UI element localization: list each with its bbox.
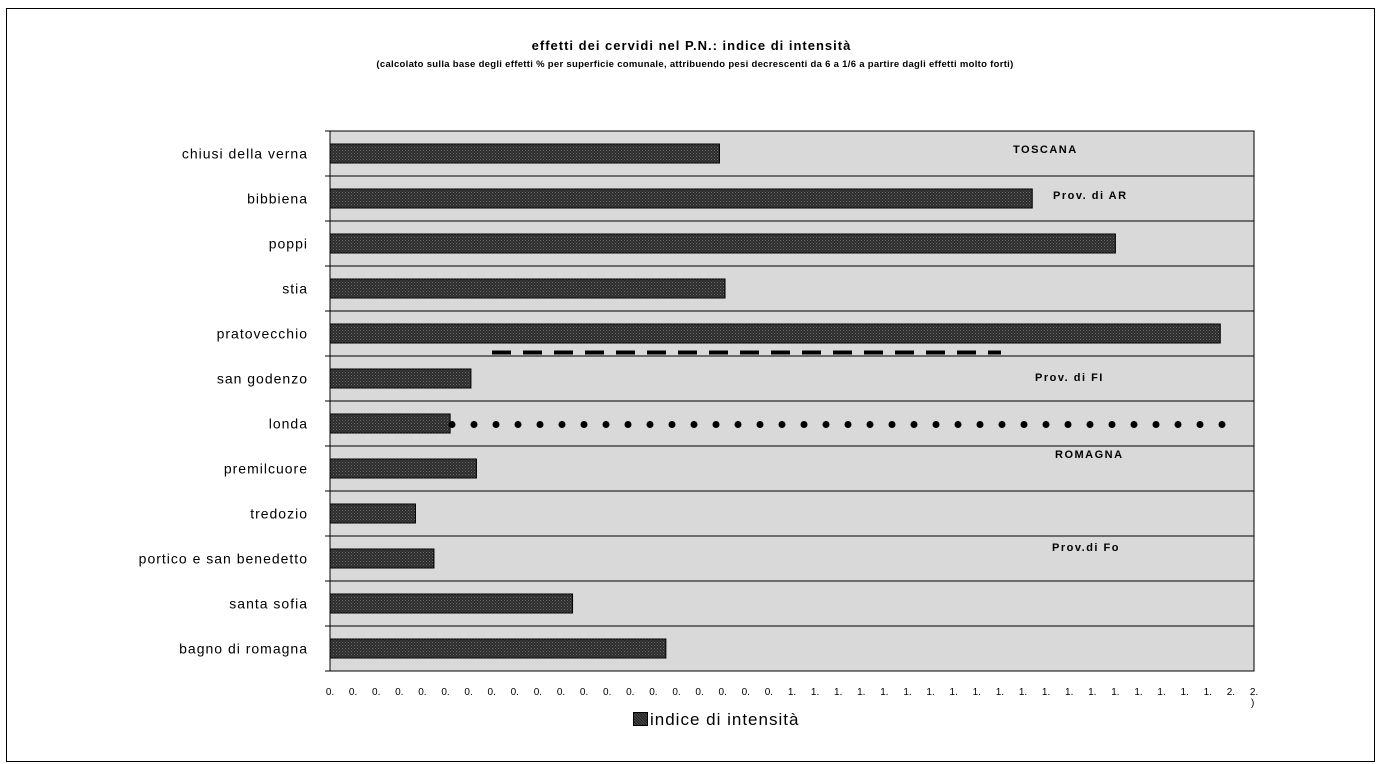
x-tick-label: 2. <box>1227 687 1235 698</box>
x-tick-label: 0. <box>580 687 588 698</box>
bar <box>329 413 451 434</box>
x-tick-label: 0. <box>511 687 519 698</box>
category-label: chiusi della verna <box>182 146 308 162</box>
category-label: poppi <box>269 236 308 252</box>
x-tick-label: 0. <box>765 687 773 698</box>
y-axis <box>325 130 331 672</box>
x-tick-label: 1. <box>857 687 865 698</box>
annotations: TOSCANA Prov. di AR Prov. di FI ROMAGNA Prov… <box>1013 144 1128 554</box>
bar <box>329 593 574 614</box>
bar <box>329 548 435 569</box>
x-tick-clipped: ) <box>1251 698 1254 709</box>
x-tick-label: 0. <box>372 687 380 698</box>
category-label: bagno di romagna <box>179 641 308 657</box>
x-tick-label: 1. <box>1181 687 1189 698</box>
x-tick-label: 0. <box>349 687 357 698</box>
x-tick-label: 1. <box>996 687 1004 698</box>
x-tick-label: 0. <box>326 687 334 698</box>
x-tick-label: 0. <box>742 687 750 698</box>
x-tick-label: 0. <box>418 687 426 698</box>
x-tick-label: 1. <box>834 687 842 698</box>
x-tick-label: 1. <box>1088 687 1096 698</box>
category-label: stia <box>282 281 308 297</box>
category-label: santa sofia <box>229 596 308 612</box>
category-label: san godenzo <box>217 371 308 387</box>
x-tick-label: 0. <box>441 687 449 698</box>
region-annotation: Prov. di FI <box>1035 372 1104 384</box>
legend-swatch <box>633 712 648 726</box>
x-tick-label: 0. <box>603 687 611 698</box>
x-tick-label: 1. <box>903 687 911 698</box>
x-tick-label: 1. <box>880 687 888 698</box>
x-tick-label: 1. <box>1111 687 1119 698</box>
category-label: londa <box>269 416 308 432</box>
x-tick-label: 1. <box>1019 687 1027 698</box>
x-tick-label: 1. <box>1065 687 1073 698</box>
x-axis-ticks: 0. 0. 0. 0. 0. 0. 0. 0. 0. 0. 0. 0. 0. 0. 0. 0. 0. 0. 0. 0.… <box>326 687 1258 709</box>
x-tick-label: 1. <box>1042 687 1050 698</box>
x-tick-label: 0. <box>488 687 496 698</box>
x-tick-label: 1. <box>811 687 819 698</box>
x-tick-label: 1. <box>926 687 934 698</box>
legend-label: indice di intensità <box>650 710 800 729</box>
bars <box>329 143 1221 659</box>
bar <box>329 638 667 659</box>
x-tick-label: 0. <box>464 687 472 698</box>
x-tick-label: 0. <box>534 687 542 698</box>
x-tick-label: 1. <box>1157 687 1165 698</box>
region-annotation: Prov.di Fo <box>1052 542 1120 554</box>
region-annotation: ROMAGNA <box>1055 449 1124 461</box>
x-tick-label: 0. <box>557 687 565 698</box>
x-tick-label: 0. <box>672 687 680 698</box>
bar <box>329 188 1033 209</box>
category-label: tredozio <box>250 506 308 522</box>
bar <box>329 278 726 299</box>
category-label: bibbiena <box>247 191 308 207</box>
category-label: premilcuore <box>224 461 308 477</box>
x-tick-label: 0. <box>626 687 634 698</box>
x-tick-label: 1. <box>973 687 981 698</box>
x-tick-label: 0. <box>695 687 703 698</box>
region-annotation: Prov. di AR <box>1053 190 1128 202</box>
bar <box>329 143 720 164</box>
bar <box>329 323 1221 344</box>
category-label: portico e san benedetto <box>139 551 308 567</box>
chart-subtitle: (calcolato sulla base degli effetti % pe… <box>376 59 1014 70</box>
bar <box>329 368 472 389</box>
bar <box>329 233 1116 254</box>
category-label: pratovecchio <box>217 326 308 342</box>
chart-title: effetti dei cervidi nel P.N.: indice di … <box>531 38 852 53</box>
legend: indice di intensità <box>633 710 799 730</box>
region-annotation: TOSCANA <box>1013 144 1078 156</box>
bar <box>329 458 477 479</box>
x-tick-label: 1. <box>1134 687 1142 698</box>
x-tick-label: 1. <box>1204 687 1212 698</box>
x-tick-label: 0. <box>719 687 727 698</box>
region-separators <box>448 350 1246 428</box>
x-tick-label: 0. <box>649 687 657 698</box>
category-labels: chiusi della verna bibbiena poppi stia prato… <box>139 146 308 657</box>
x-tick-label: 2. <box>1250 687 1258 698</box>
x-tick-label: 1. <box>950 687 958 698</box>
x-tick-label: 0. <box>395 687 403 698</box>
bar <box>329 503 416 524</box>
x-tick-label: 1. <box>788 687 796 698</box>
grid-lines <box>330 175 1254 627</box>
